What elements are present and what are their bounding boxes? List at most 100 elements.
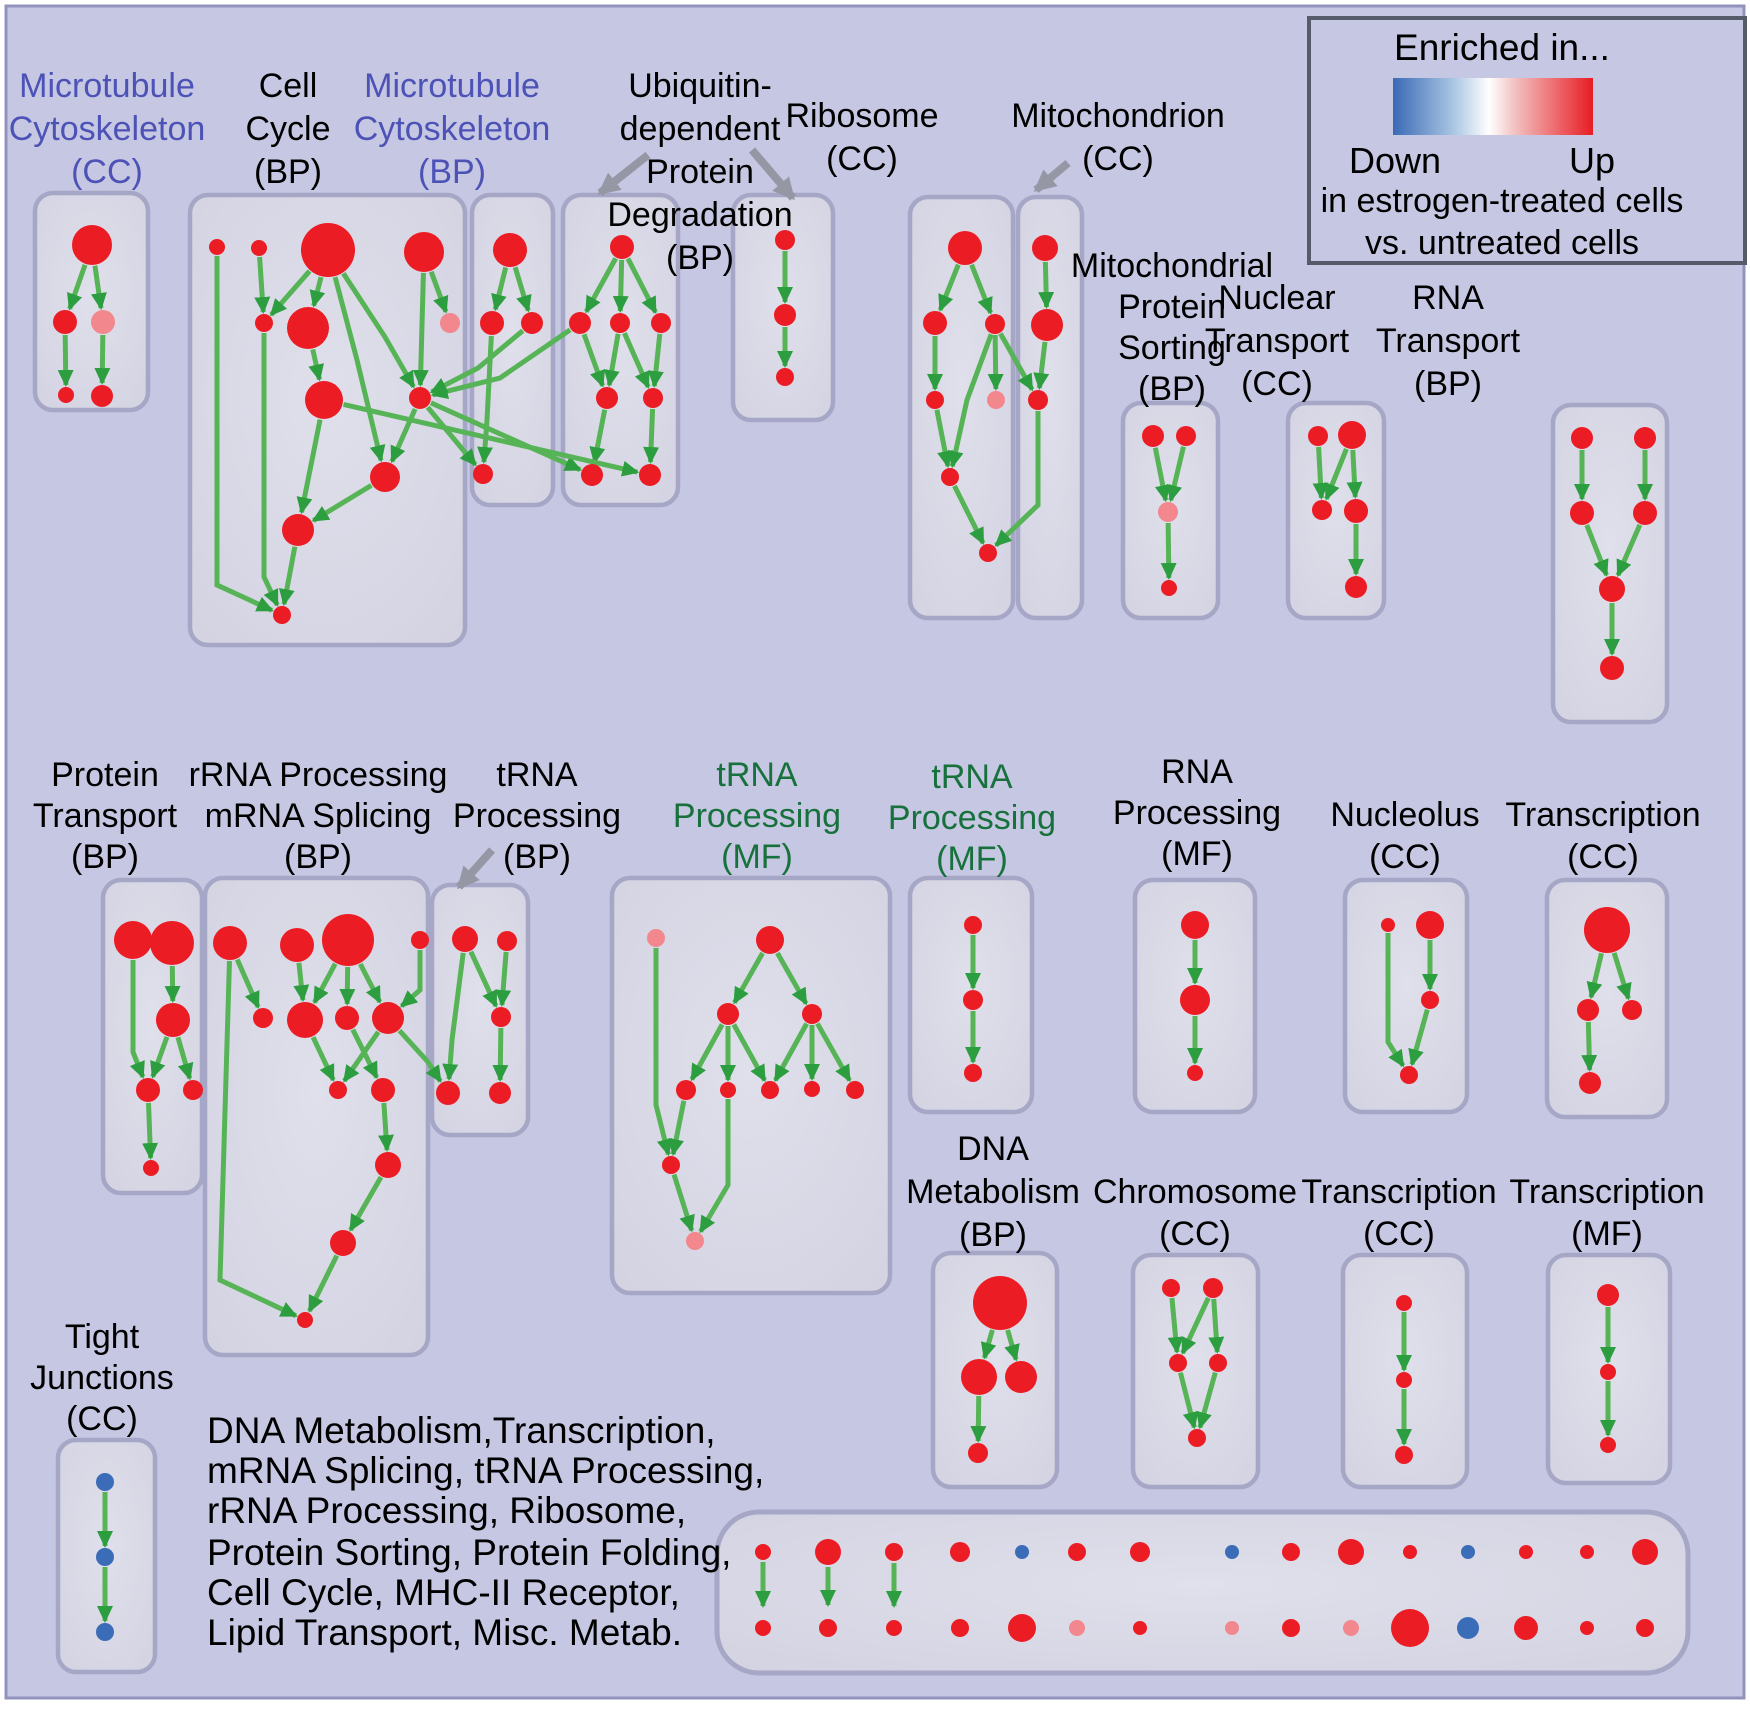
go-term-node-summary-bottom-2 — [819, 1619, 837, 1637]
go-term-node-trna_mf-p — [647, 929, 665, 947]
go-term-node-trna_mf-c1 — [676, 1080, 696, 1100]
cluster-box-nuclear — [1288, 403, 1384, 618]
go-term-node-mito-m — [1031, 309, 1063, 341]
go-term-node-summary-top-15 — [1632, 1539, 1658, 1565]
go-term-node-chromosome-b — [1188, 1429, 1206, 1447]
go-term-node-trna_mf-c3 — [761, 1081, 779, 1099]
go-term-node-ribosome-b — [979, 544, 997, 562]
go-term-node-protein_transport-b1 — [136, 1078, 160, 1102]
go-term-node-dna_met-ml — [961, 1359, 997, 1395]
go-term-node-rrna-t2 — [371, 1078, 395, 1102]
go-term-node-nuclear-tr — [1338, 421, 1366, 449]
legend-gradient-bar — [1393, 78, 1593, 135]
go-term-node-nucleolus-m — [1421, 991, 1439, 1009]
go-term-node-trna_mf2-a — [964, 916, 982, 934]
go-term-node-summary-top-12 — [1461, 1545, 1475, 1559]
go-term-node-ub1-bl — [581, 464, 603, 486]
misc-text-line: Cell Cycle, MHC-II Receptor, — [207, 1572, 680, 1613]
hierarchy-edge — [384, 1103, 387, 1150]
go-term-node-mito-t — [1032, 235, 1058, 261]
go-term-node-protein_transport-bb — [143, 1160, 159, 1176]
go-term-node-mt_cc-ml — [53, 310, 77, 334]
go-term-node-rrna-r4 — [411, 931, 429, 949]
go-term-node-trna_bp-a — [452, 926, 478, 952]
go-term-node-rrna-r3 — [322, 914, 374, 966]
go-term-node-rna_transport-b — [1600, 656, 1624, 680]
go-term-node-mt_bp-b — [473, 464, 493, 484]
go-term-node-tight_junctions-c — [96, 1623, 114, 1641]
go-term-node-rrna-w — [297, 1312, 313, 1328]
go-term-node-ub2-b — [776, 368, 794, 386]
go-term-node-rrna-t1 — [329, 1081, 347, 1099]
hierarchy-edge — [420, 273, 423, 385]
go-term-node-summary-bottom-14 — [1580, 1621, 1594, 1635]
go-term-node-ribosome-p — [987, 391, 1005, 409]
go-term-node-mito_sorting-p — [1158, 502, 1178, 522]
go-term-node-summary-top-13 — [1519, 1545, 1533, 1559]
go-term-node-mito-c — [1028, 390, 1048, 410]
go-term-node-protein_transport-t1 — [114, 921, 152, 959]
misc-text-line: Lipid Transport, Misc. Metab. — [207, 1612, 682, 1653]
go-term-node-nuclear-mr — [1344, 499, 1368, 523]
go-term-node-chromosome-tl — [1162, 1279, 1180, 1297]
go-term-node-ribosome-ml2 — [926, 391, 944, 409]
go-term-node-rnaproc_mf-b — [1180, 985, 1210, 1015]
go-term-node-summary-top-1 — [755, 1544, 771, 1560]
go-term-node-cell_cycle-e — [255, 314, 273, 332]
go-term-node-summary-bottom-11 — [1391, 1609, 1429, 1647]
legend-title: Enriched in... — [1394, 27, 1610, 68]
go-term-node-summary-bottom-13 — [1514, 1616, 1538, 1640]
go-term-node-cell_cycle-l — [273, 606, 291, 624]
go-term-node-summary-bottom-1 — [755, 1620, 771, 1636]
go-term-node-ub1-ml — [569, 312, 591, 334]
go-term-node-transcription_mf-a — [1597, 1284, 1619, 1306]
go-term-node-trna_mf-bp — [686, 1232, 704, 1250]
go-term-node-nuclear-ml — [1312, 500, 1332, 520]
go-term-node-cell_cycle-k — [282, 514, 314, 546]
go-term-node-summary-top-4 — [950, 1542, 970, 1562]
go-term-node-summary-top-14 — [1580, 1545, 1594, 1559]
go-term-node-rrna-s1 — [253, 1008, 273, 1028]
go-term-node-rna_transport-mr — [1633, 501, 1657, 525]
go-term-node-rna_transport-tr — [1634, 427, 1656, 449]
go-term-node-nucleolus-b — [1400, 1066, 1418, 1084]
misc-categories-text: DNA Metabolism,Transcription, mRNA Splic… — [207, 1410, 764, 1653]
go-term-node-rrna-v — [330, 1230, 356, 1256]
go-term-node-chromosome-ml — [1169, 1354, 1187, 1372]
go-term-node-rrna-r1 — [213, 926, 247, 960]
go-term-node-ribosome-t — [948, 231, 982, 265]
go-term-node-summary-bottom-9 — [1282, 1619, 1300, 1637]
go-term-node-transcription_mf-b — [1600, 1364, 1616, 1380]
hierarchy-edge — [102, 335, 103, 383]
go-term-node-ub1-m2l — [596, 387, 618, 409]
go-term-node-rnaproc_mf-a — [1181, 911, 1209, 939]
go-term-node-summary-top-9 — [1282, 1543, 1300, 1561]
go-term-node-transcription_cc1-mr — [1622, 1000, 1642, 1020]
hierarchy-edge — [978, 1396, 979, 1441]
legend-subtitle-line2: vs. untreated cells — [1365, 224, 1639, 262]
legend-subtitle-line1: in estrogen-treated cells — [1321, 182, 1684, 220]
go-term-node-trna_bp-bl — [436, 1081, 460, 1105]
go-term-node-summary-top-7 — [1130, 1542, 1150, 1562]
go-term-node-ribosome-mr — [985, 314, 1005, 334]
go-term-node-nuclear-b — [1345, 576, 1367, 598]
go-term-node-summary-bottom-8 — [1225, 1621, 1239, 1635]
go-term-node-transcription_cc2-b — [1396, 1372, 1412, 1388]
go-term-node-tight_junctions-a — [96, 1473, 114, 1491]
go-term-node-summary-bottom-6 — [1069, 1620, 1085, 1636]
go-term-node-trna_bp-b — [497, 931, 517, 951]
hierarchy-edge — [1045, 262, 1046, 307]
go-term-node-summary-bottom-7 — [1133, 1621, 1147, 1635]
go-term-node-cell_cycle-b — [251, 240, 267, 256]
go-term-node-protein_transport-b2 — [183, 1080, 203, 1100]
go-term-node-cell_cycle-g — [440, 313, 460, 333]
go-term-node-trna_mf-mr — [802, 1004, 822, 1024]
go-term-node-transcription_cc2-a — [1396, 1295, 1412, 1311]
go-term-node-mt_cc-t — [72, 225, 112, 265]
go-term-node-rna_transport-tl — [1571, 427, 1593, 449]
go-term-node-cell_cycle-j — [370, 462, 400, 492]
go-term-node-mito_sorting-tl — [1142, 425, 1164, 447]
hierarchy-edge — [65, 335, 66, 385]
